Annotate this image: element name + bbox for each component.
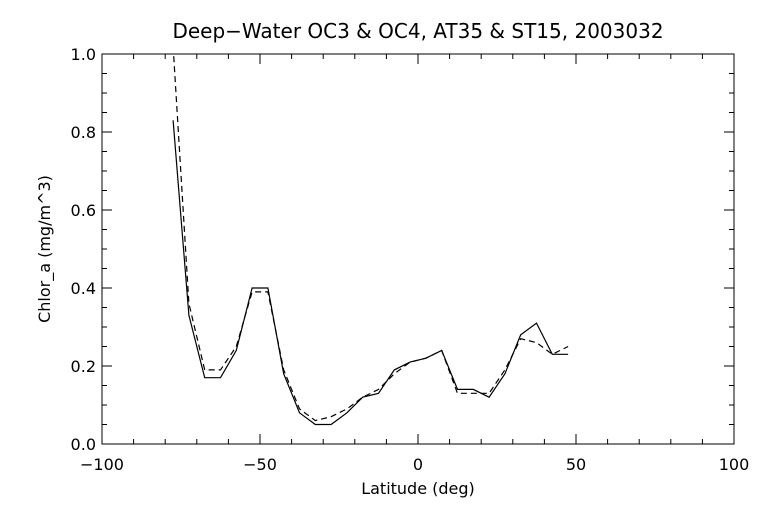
series-line-1-solid — [172, 120, 569, 426]
x-tick-label: −100 — [80, 455, 124, 474]
x-tick-label: 100 — [719, 455, 750, 474]
y-tick-label: 1.0 — [71, 45, 96, 64]
y-tick-label: 0.2 — [71, 357, 96, 376]
y-tick-label: 0.4 — [71, 279, 96, 298]
plot-frame — [101, 53, 735, 445]
chart-title: Deep−Water OC3 & OC4, AT35 & ST15, 20030… — [172, 19, 663, 43]
series-line-2-dashed — [172, 54, 569, 422]
x-axis-title: Latitude (deg) — [361, 479, 475, 498]
y-axis-title: Chlor_a (mg/m^3) — [35, 175, 55, 323]
y-tick-label: 0.8 — [71, 123, 96, 142]
y-tick-label: 0.0 — [71, 435, 96, 454]
y-tick-label: 0.6 — [71, 201, 96, 220]
x-tick-label: 50 — [566, 455, 586, 474]
x-tick-label: −50 — [243, 455, 277, 474]
x-tick-label: 0 — [413, 455, 423, 474]
